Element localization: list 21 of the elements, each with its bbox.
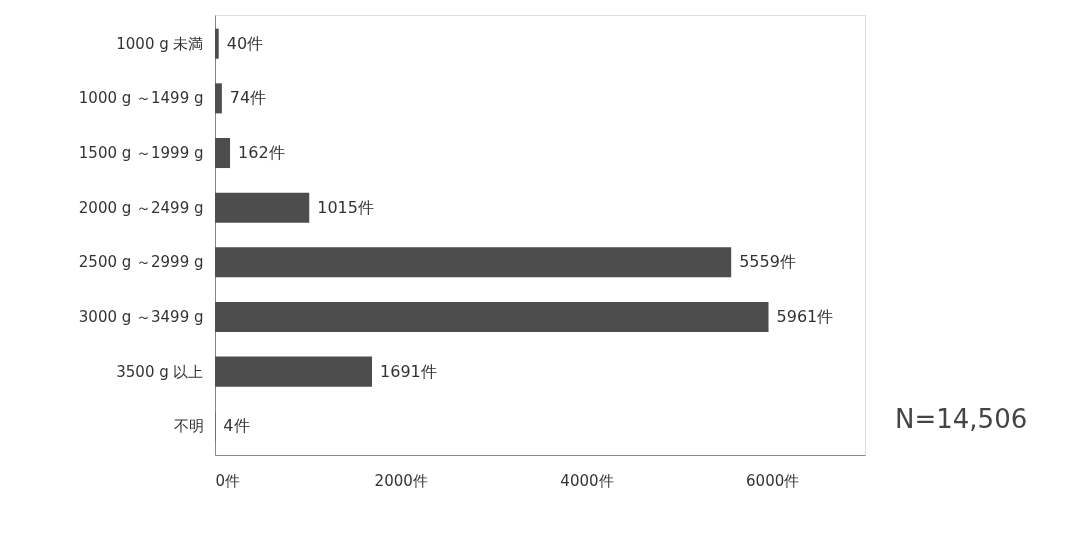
x-tick-label: 4000件 bbox=[560, 471, 614, 490]
data-label: 5961件 bbox=[776, 306, 834, 326]
data-label: 1015件 bbox=[317, 197, 374, 217]
x-tick-label: 6000件 bbox=[746, 471, 800, 490]
data-label: 74件 bbox=[229, 88, 267, 108]
y-tick-label: 1000 g ～1499 g bbox=[78, 89, 204, 108]
x-tick-label: 0件 bbox=[215, 471, 241, 490]
data-label: 5559件 bbox=[739, 252, 796, 272]
data-label: 4件 bbox=[223, 416, 250, 436]
y-tick-label: 1500 g ～1999 g bbox=[78, 144, 204, 163]
data-label: 162件 bbox=[238, 143, 285, 163]
y-tick-label: 2000 g ～2499 g bbox=[78, 198, 204, 217]
y-tick-label: 3000 g ～3499 g bbox=[78, 307, 204, 326]
x-tick-label: 2000件 bbox=[374, 471, 428, 490]
y-tick-label: 1000 g 未満 bbox=[116, 34, 204, 53]
y-tick-label: 不明 bbox=[173, 417, 204, 436]
y-tick-label: 2500 g ～2999 g bbox=[78, 253, 204, 272]
text: N=14,506 bbox=[895, 403, 1028, 434]
y-tick-label: 3500 g 以上 bbox=[116, 362, 204, 381]
data-label: 40件 bbox=[226, 33, 264, 53]
data-label: 1691件 bbox=[380, 361, 437, 381]
